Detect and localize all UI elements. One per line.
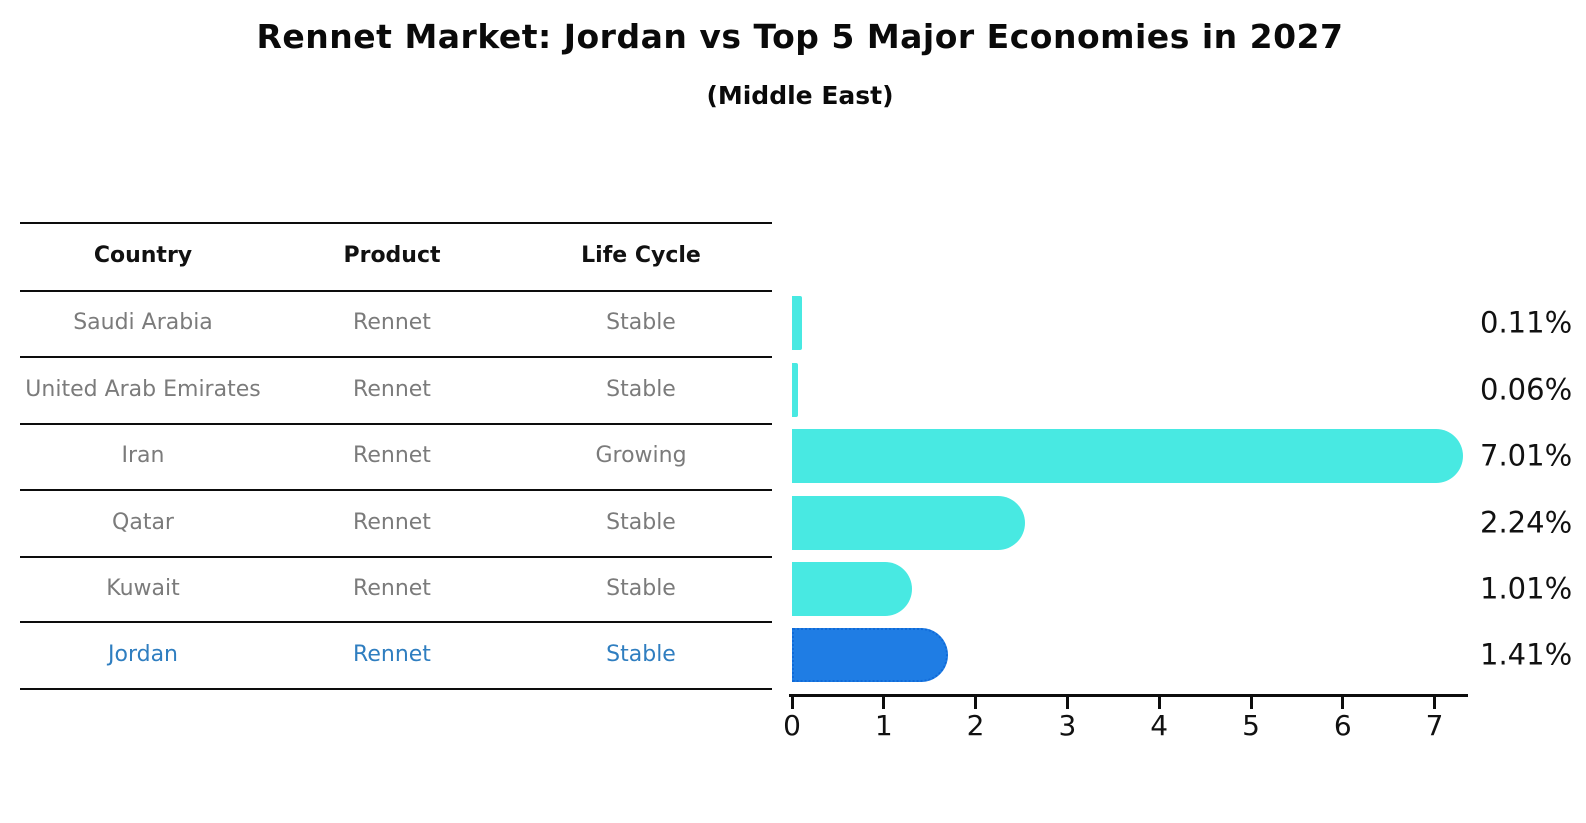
cell-country: Jordan [108,641,178,667]
x-axis-tick [1065,697,1069,709]
table-rule [20,222,772,224]
x-axis-tick [974,697,978,709]
cell-product: Rennet [353,376,431,402]
x-axis-tick [1157,697,1161,709]
value-label-kuwait: 1.01% [1480,571,1573,605]
cell-country: Saudi Arabia [73,310,213,335]
cell-product: Rennet [353,575,431,601]
table-rule [20,489,772,491]
x-axis-tick [882,697,886,709]
x-axis-tick-label: 0 [783,709,801,742]
x-axis-tick-label: 6 [1333,709,1352,742]
x-axis-tick-label: 1 [874,709,893,742]
table-rule [20,621,772,623]
x-axis-tick [1249,697,1253,709]
cell-product: Rennet [353,443,431,468]
chart-subtitle: (Middle East) [706,81,894,110]
cell-country: Qatar [112,509,174,535]
value-label-qatar: 2.24% [1480,505,1573,539]
bar-iran [792,429,1463,483]
column-header-country: Country [93,243,193,268]
x-axis-tick-label: 7 [1425,709,1444,742]
x-axis-tick-label: 4 [1150,709,1169,742]
cell-product: Rennet [353,310,431,335]
column-header-product: Product [343,243,441,268]
cell-life-cycle: Growing [595,443,687,468]
x-axis-line [789,694,1468,697]
cell-life-cycle: Stable [606,310,676,335]
chart-title: Rennet Market: Jordan vs Top 5 Major Eco… [256,17,1344,56]
table-rule [20,290,772,292]
value-label-united-arab-emirates: 0.06% [1480,372,1573,406]
bar-kuwait [792,561,912,616]
cell-product: Rennet [353,641,431,667]
cell-life-cycle: Stable [606,509,676,535]
value-label-iran: 7.01% [1480,438,1573,473]
column-header-life-cycle: Life Cycle [581,243,701,268]
cell-life-cycle: Stable [606,641,676,667]
cell-life-cycle: Stable [606,575,676,601]
bar-qatar [792,495,1025,550]
bar-saudi-arabia [792,296,803,350]
x-axis-tick-label: 2 [966,709,985,742]
cell-life-cycle: Stable [606,376,676,402]
bar-united-arab-emirates [792,362,798,417]
x-axis-tick [1433,697,1437,709]
x-axis-tick [1341,697,1345,709]
value-label-saudi-arabia: 0.11% [1480,305,1573,340]
cell-country: United Arab Emirates [25,376,261,402]
cell-country: Iran [121,443,165,468]
bar-jordan [792,627,949,682]
value-label-jordan: 1.41% [1480,637,1573,671]
table-rule [20,688,772,690]
x-axis-tick-label: 3 [1058,709,1077,742]
table-rule [20,423,772,425]
x-axis-tick-label: 5 [1242,709,1260,742]
table-rule [20,556,772,558]
cell-product: Rennet [353,509,431,535]
cell-country: Kuwait [106,575,180,601]
x-axis-tick [790,697,794,709]
table-rule [20,356,772,358]
